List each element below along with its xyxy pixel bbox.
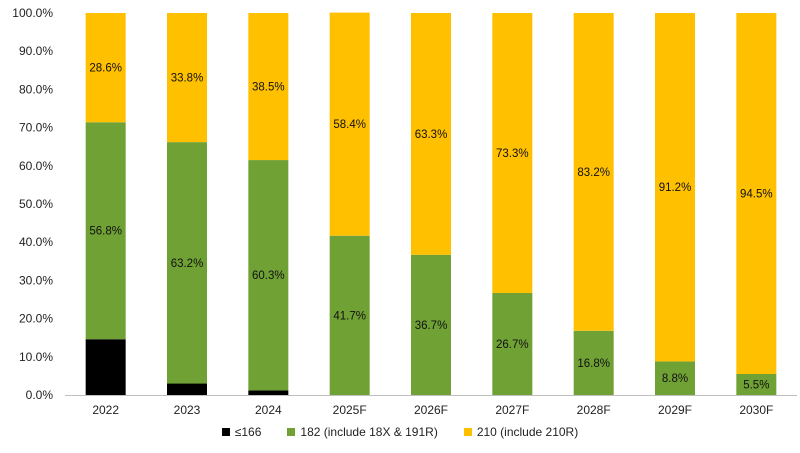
data-label: 38.5% (252, 82, 285, 94)
data-labels-group: 56.8% 28.6% 63.2% 33.8% 60.3% 38.5% 41.7% 58.4%… (89, 63, 772, 392)
y-tick-label: 70.0% (19, 121, 53, 135)
x-tick-label: 2028F (577, 403, 611, 417)
x-tick-label: 2022 (92, 403, 119, 417)
y-tick-label: 60.0% (19, 159, 53, 173)
bar-segment (411, 254, 451, 395)
y-axis: 0.0% 10.0% 20.0% 30.0% 40.0% 50.0% 60.0% 70.0% 8… (12, 6, 53, 402)
x-tick-label: 2026F (414, 403, 448, 417)
legend-item: 210 (include 210R) (463, 425, 579, 439)
bar-segment (167, 13, 207, 143)
bar-segment (492, 13, 533, 294)
data-label: 94.5% (740, 188, 773, 200)
data-label: 16.8% (577, 358, 610, 370)
x-tick-label: 2023 (174, 403, 201, 417)
x-tick-label: 2027F (495, 403, 529, 417)
y-tick-label: 50.0% (19, 197, 53, 211)
y-tick-label: 100.0% (12, 6, 53, 20)
data-label: 73.3% (496, 148, 529, 160)
legend-item: ≤166 (221, 425, 262, 439)
legend-label: 182 (include 18X & 191R) (300, 425, 438, 439)
bar-segment (167, 142, 207, 384)
data-label: 60.3% (252, 270, 285, 282)
legend-swatch (463, 428, 472, 436)
data-label: 28.6% (89, 63, 122, 75)
x-axis: 2022 2023 2024 2025F 2026F 2027F 2028F 2029F 203… (65, 395, 797, 417)
data-label: 8.8% (662, 373, 688, 385)
bar-segment (655, 13, 695, 362)
bar-segment (736, 13, 777, 374)
bar-segment (85, 13, 126, 123)
bar-segment (655, 361, 695, 395)
bar-segment (492, 293, 533, 395)
bar-segment (248, 390, 289, 395)
legend-label: ≤166 (234, 425, 262, 439)
x-tick-label: 2024 (255, 403, 282, 417)
bar-segment (248, 160, 289, 391)
legend: ≤166 182 (include 18X & 191R) 210 (include… (0, 425, 800, 439)
data-label: 33.8% (171, 73, 204, 85)
bar-segment (167, 383, 207, 395)
x-tick-label: 2030F (739, 403, 773, 417)
y-tick-label: 10.0% (19, 350, 53, 364)
bar-segment (248, 13, 289, 161)
y-tick-label: 90.0% (19, 44, 53, 58)
data-label: 91.2% (659, 182, 692, 194)
x-tick-label: 2029F (658, 403, 692, 417)
y-tick-label: 0.0% (26, 388, 54, 402)
data-label: 58.4% (333, 119, 366, 131)
y-tick-label: 20.0% (19, 312, 53, 326)
legend-item: 182 (include 18X & 191R) (287, 425, 438, 439)
bar-segment (573, 330, 614, 395)
data-label: 5.5% (743, 379, 769, 391)
data-label: 41.7% (333, 310, 366, 322)
data-label: 63.3% (415, 129, 448, 141)
legend-label: 210 (include 210R) (476, 425, 579, 439)
bar-segment (329, 235, 370, 395)
data-label: 56.8% (89, 226, 122, 238)
bar-segment (573, 13, 614, 331)
data-label: 83.2% (577, 167, 610, 179)
bar-segment (85, 122, 126, 340)
data-label: 26.7% (496, 339, 529, 351)
y-tick-label: 30.0% (19, 273, 53, 287)
data-label: 63.2% (171, 258, 204, 270)
x-tick-label: 2025F (333, 403, 367, 417)
legend-swatch (287, 428, 296, 436)
legend-swatch (221, 428, 230, 436)
data-label: 36.7% (415, 320, 448, 332)
bar-segment (85, 339, 126, 395)
bars-group (85, 12, 777, 395)
bar-segment (736, 373, 777, 395)
y-tick-label: 40.0% (19, 235, 53, 249)
bar-segment (329, 12, 370, 236)
y-tick-label: 80.0% (19, 82, 53, 96)
bar-segment (411, 13, 451, 255)
